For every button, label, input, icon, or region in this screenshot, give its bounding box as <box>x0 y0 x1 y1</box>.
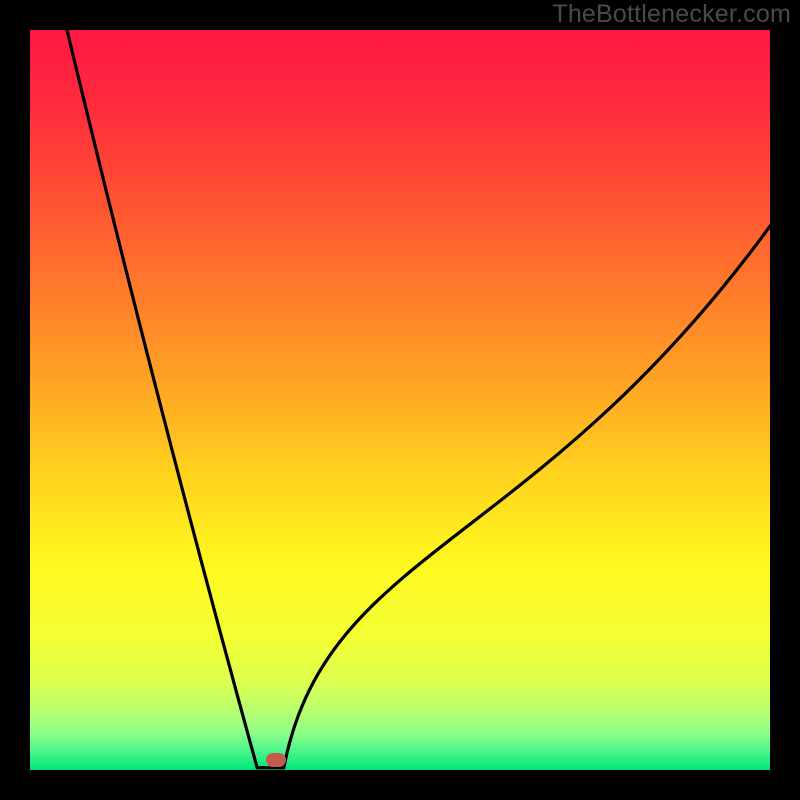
watermark-text: TheBottlenecker.com <box>552 0 791 29</box>
stage: TheBottlenecker.com <box>0 0 800 800</box>
gradient-plot-area <box>30 30 770 770</box>
vertex-marker <box>266 753 286 767</box>
